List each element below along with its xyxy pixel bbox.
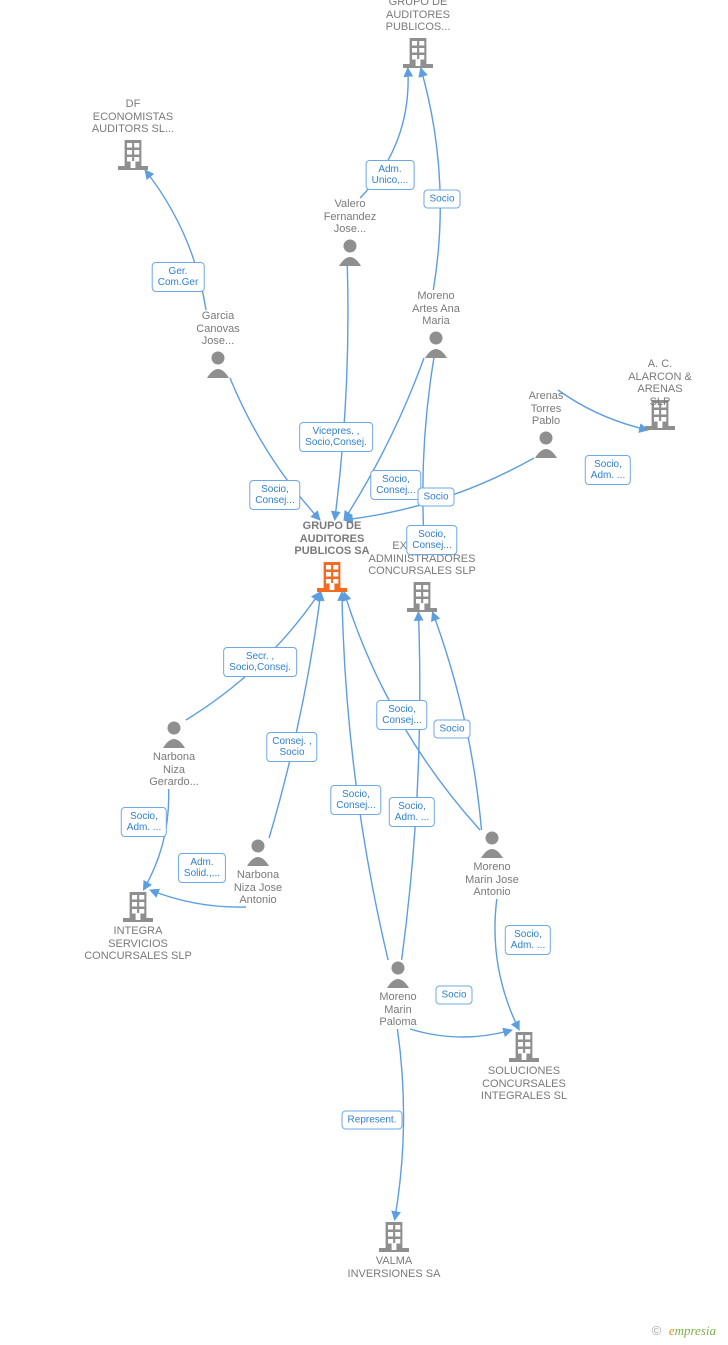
person-icon (387, 962, 409, 989)
company-icon (118, 140, 148, 170)
company-icon (379, 1222, 409, 1252)
relationship-edge (269, 592, 321, 838)
relationship-edge (335, 266, 348, 520)
person-node-label: Garcia Canovas Jose... (196, 310, 239, 348)
relationship-edge (402, 612, 420, 960)
copyright-symbol: © (652, 1323, 662, 1338)
relationship-edge (495, 899, 519, 1030)
relationship-label: Socio, Adm. ... (585, 455, 631, 485)
relationship-label: Socio (435, 986, 472, 1005)
relationship-label: Socio, Adm. ... (121, 807, 167, 837)
relationship-label: Socio (433, 720, 470, 739)
person-node-label: Arenas Torres Pablo (529, 390, 564, 428)
relationship-label: Represent. (342, 1111, 403, 1130)
person-icon (339, 240, 361, 267)
company-node-label: SOLUCIONES CONCURSALES INTEGRALES SL (481, 1065, 567, 1103)
relationship-edge (143, 789, 168, 890)
relationship-edge (342, 592, 388, 960)
relationship-label: Socio, Consej... (249, 480, 300, 510)
relationship-label: Secr. , Socio,Consej. (223, 647, 297, 677)
person-node-label: Narbona Niza Jose Antonio (234, 869, 282, 907)
relationship-edge (410, 1029, 512, 1037)
company-node-label: INTEGRA SERVICIOS CONCURSALES SLP (84, 925, 192, 963)
relationship-label: Consej. , Socio (266, 732, 317, 762)
person-node-label: Narbona Niza Gerardo... (149, 751, 199, 789)
person-node-label: Valero Fernandez Jose... (324, 198, 377, 236)
person-node-label: Moreno Marin Paloma (379, 991, 416, 1029)
company-icon (407, 582, 437, 612)
person-icon (247, 840, 269, 867)
company-node-label: GRUPO DE AUDITORES PUBLICOS... (386, 0, 451, 34)
relationship-label: Ger. Com.Ger (152, 262, 205, 292)
company-icon (403, 38, 433, 68)
footer-credit: © empresia (652, 1323, 716, 1339)
relationship-label: Socio (417, 488, 454, 507)
company-icon (317, 562, 347, 592)
person-icon (535, 432, 557, 459)
company-node-label: DF ECONOMISTAS AUDITORS SL... (92, 98, 174, 136)
relationship-edge (423, 358, 434, 540)
relationship-edge (150, 890, 246, 907)
relationship-label: Socio, Consej... (376, 700, 427, 730)
person-icon (425, 332, 447, 359)
relationship-label: Socio, Consej... (330, 785, 381, 815)
company-node-label: GRUPO DE AUDITORES PUBLICOS SA (294, 520, 369, 558)
relationship-label: Adm. Unico,... (366, 160, 415, 190)
person-node-label: Moreno Artes Ana Maria (412, 290, 460, 328)
relationship-label: Socio (423, 190, 460, 209)
person-icon (163, 722, 185, 749)
relationship-label: Adm. Solid.,... (178, 853, 226, 883)
company-icon (123, 892, 153, 922)
relationship-label: Socio, Adm. ... (389, 797, 435, 827)
relationship-label: Socio, Adm. ... (505, 925, 551, 955)
company-node-label: VALMA INVERSIONES SA (348, 1255, 441, 1280)
company-icon (509, 1032, 539, 1062)
person-icon (481, 832, 503, 859)
relationship-edge (421, 68, 441, 290)
person-node-label: Moreno Marin Jose Antonio (465, 861, 519, 899)
brand-rest: mpresia (675, 1323, 716, 1338)
relationship-label: Vicepres. , Socio,Consej. (299, 422, 373, 452)
person-icon (207, 352, 229, 379)
relationship-label: Socio, Consej... (406, 525, 457, 555)
company-node-label: A. C. ALARCON & ARENAS SLP (626, 358, 694, 409)
relationship-label: Socio, Consej... (370, 470, 421, 500)
